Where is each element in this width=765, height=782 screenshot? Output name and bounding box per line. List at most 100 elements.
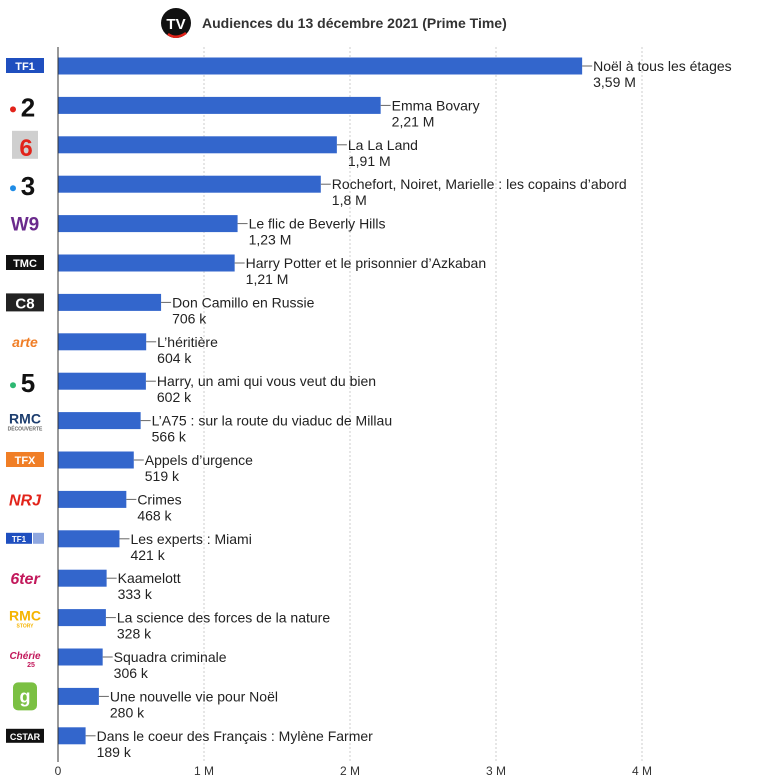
bar [58, 569, 107, 587]
svg-text:6: 6 [19, 135, 32, 162]
program-label: Rochefort, Noiret, Marielle : les copain… [332, 176, 627, 192]
value-label: 468 k [137, 507, 172, 523]
chart-header: TV Audiences du 13 décembre 2021 (Prime … [161, 8, 507, 38]
program-label: L’héritière [157, 334, 218, 350]
value-label: 328 k [117, 626, 152, 642]
c8-logo-icon: C8 [6, 293, 44, 312]
bar [58, 293, 162, 311]
value-label: 1,21 M [246, 271, 289, 287]
x-axis: 0 1 M 2 M 3 M 4 M [55, 47, 652, 778]
bar [58, 333, 147, 351]
m6-logo-icon: 6 [12, 130, 38, 162]
chart-title: Audiences du 13 décembre 2021 (Prime Tim… [202, 15, 507, 31]
value-label: 421 k [130, 547, 165, 563]
svg-text:TF1: TF1 [15, 61, 35, 73]
bar [58, 254, 235, 272]
svg-text:RMC: RMC [9, 411, 41, 427]
value-label: 3,59 M [593, 74, 636, 90]
france5-logo-icon: 5 [10, 368, 35, 398]
tmc-logo-icon: TMC [6, 255, 44, 270]
program-label: Une nouvelle vie pour Noël [110, 688, 278, 704]
tv-logo-text: TV [166, 16, 185, 33]
value-label: 1,23 M [249, 232, 292, 248]
svg-text:RMC: RMC [9, 608, 41, 624]
value-label: 604 k [157, 350, 192, 366]
gridlines [203, 47, 643, 762]
tv-logo-icon: TV [161, 8, 191, 38]
svg-text:DÉCOUVERTE: DÉCOUVERTE [8, 425, 43, 433]
svg-text:C8: C8 [15, 295, 34, 312]
program-label: Appels d’urgence [145, 452, 253, 468]
bar [58, 136, 337, 154]
bar [58, 57, 583, 75]
bar [58, 727, 86, 745]
value-label: 189 k [97, 744, 132, 760]
cstar-logo-icon: CSTAR [6, 728, 44, 743]
bar [58, 609, 106, 627]
tfx-logo-icon: TFX [6, 452, 44, 467]
channel-logos-group: TF1263W9TMCC8arte5RMCDÉCOUVERTETFXNRJTF1… [6, 58, 44, 743]
svg-text:g: g [20, 686, 31, 706]
bar [58, 687, 99, 705]
program-label: Harry, un ami qui vous veut du bien [157, 373, 376, 389]
program-label: La science des forces de la nature [117, 610, 330, 626]
bar [58, 451, 134, 469]
svg-text:Chérie: Chérie [9, 651, 41, 662]
value-label: 602 k [157, 389, 192, 405]
x-tick-label: 4 M [632, 764, 652, 778]
nrj12-logo-icon: NRJ [9, 492, 42, 509]
arte-logo-icon: arte [12, 334, 38, 350]
x-tick-label: 0 [55, 764, 62, 778]
svg-text:25: 25 [27, 662, 35, 669]
bar [58, 215, 238, 233]
svg-text:arte: arte [12, 334, 38, 350]
x-tick-label: 3 M [486, 764, 506, 778]
svg-text:5: 5 [21, 368, 35, 398]
program-label: Le flic de Beverly Hills [249, 216, 386, 232]
program-label: Noël à tous les étages [593, 58, 732, 74]
bar [58, 490, 127, 508]
w9-logo-icon: W9 [11, 215, 40, 236]
svg-text:NRJ: NRJ [9, 492, 42, 509]
gulli-logo-icon: g [13, 682, 37, 711]
bar [58, 175, 321, 193]
program-label: Emma Bovary [392, 97, 480, 113]
tf1-series-films-logo-icon: TF1 [6, 532, 44, 544]
bar [58, 530, 120, 548]
svg-text:STORY: STORY [17, 624, 35, 630]
bars-group [58, 57, 583, 745]
france3-logo-icon: 3 [10, 171, 35, 201]
svg-text:TMC: TMC [13, 258, 37, 270]
bar [58, 412, 141, 430]
value-label: 1,91 M [348, 153, 391, 169]
svg-text:3: 3 [21, 171, 35, 201]
svg-text:6ter: 6ter [10, 571, 40, 588]
value-label: 706 k [172, 310, 207, 326]
svg-text:TFX: TFX [15, 455, 36, 467]
6ter-logo-icon: 6ter [10, 571, 40, 588]
value-label: 1,8 M [332, 192, 367, 208]
bar [58, 96, 381, 114]
value-label: 566 k [152, 429, 187, 445]
bar [58, 372, 146, 390]
program-label: Squadra criminale [114, 649, 227, 665]
svg-text:2: 2 [21, 92, 35, 122]
svg-text:TF1: TF1 [12, 535, 27, 544]
x-tick-label: 1 M [194, 764, 214, 778]
x-tick-label: 2 M [340, 764, 360, 778]
program-label: La La Land [348, 137, 418, 153]
value-label: 519 k [145, 468, 180, 484]
bar [58, 648, 103, 666]
program-label: Harry Potter et le prisonnier d’Azkaban [246, 255, 486, 271]
program-label: Don Camillo en Russie [172, 294, 315, 310]
program-label: L’A75 : sur la route du viaduc de Millau [152, 413, 392, 429]
program-label: Kaamelott [118, 570, 181, 586]
svg-text:W9: W9 [11, 215, 40, 236]
program-label: Les experts : Miami [130, 531, 251, 547]
value-label: 306 k [114, 665, 149, 681]
tf1-logo-icon: TF1 [6, 58, 44, 73]
